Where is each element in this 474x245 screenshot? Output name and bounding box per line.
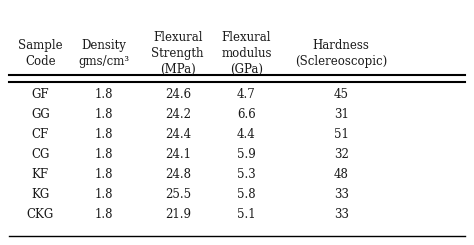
Text: 1.8: 1.8: [95, 88, 114, 101]
Text: CF: CF: [32, 128, 49, 141]
Text: 5.8: 5.8: [237, 188, 256, 201]
Text: 48: 48: [334, 168, 349, 181]
Text: 1.8: 1.8: [95, 168, 114, 181]
Text: 33: 33: [334, 188, 349, 201]
Text: 1.8: 1.8: [95, 128, 114, 141]
Text: 24.6: 24.6: [164, 88, 191, 101]
Text: 1.8: 1.8: [95, 148, 114, 161]
Text: 33: 33: [334, 208, 349, 221]
Text: 4.4: 4.4: [237, 128, 256, 141]
Text: Flexural
Strength
(MPa): Flexural Strength (MPa): [152, 31, 204, 76]
Text: GF: GF: [31, 88, 49, 101]
Text: 5.1: 5.1: [237, 208, 256, 221]
Text: 21.9: 21.9: [165, 208, 191, 221]
Text: 1.8: 1.8: [95, 188, 114, 201]
Text: GG: GG: [31, 108, 50, 121]
Text: 5.3: 5.3: [237, 168, 256, 181]
Text: KF: KF: [32, 168, 49, 181]
Text: 32: 32: [334, 148, 349, 161]
Text: 1.8: 1.8: [95, 108, 114, 121]
Text: 24.4: 24.4: [164, 128, 191, 141]
Text: 25.5: 25.5: [164, 188, 191, 201]
Text: 45: 45: [334, 88, 349, 101]
Text: Hardness
(Sclereoscopic): Hardness (Sclereoscopic): [295, 39, 387, 68]
Text: Density
gms/cm³: Density gms/cm³: [79, 39, 130, 68]
Text: Sample
Code: Sample Code: [18, 39, 63, 68]
Text: 24.2: 24.2: [165, 108, 191, 121]
Text: CKG: CKG: [27, 208, 54, 221]
Text: 51: 51: [334, 128, 349, 141]
Text: 6.6: 6.6: [237, 108, 256, 121]
Text: KG: KG: [31, 188, 49, 201]
Text: 5.9: 5.9: [237, 148, 256, 161]
Text: Flexural
modulus
(GPa): Flexural modulus (GPa): [221, 31, 272, 76]
Text: 31: 31: [334, 108, 349, 121]
Text: 24.8: 24.8: [165, 168, 191, 181]
Text: 1.8: 1.8: [95, 208, 114, 221]
Text: 4.7: 4.7: [237, 88, 256, 101]
Text: CG: CG: [31, 148, 49, 161]
Text: 24.1: 24.1: [165, 148, 191, 161]
